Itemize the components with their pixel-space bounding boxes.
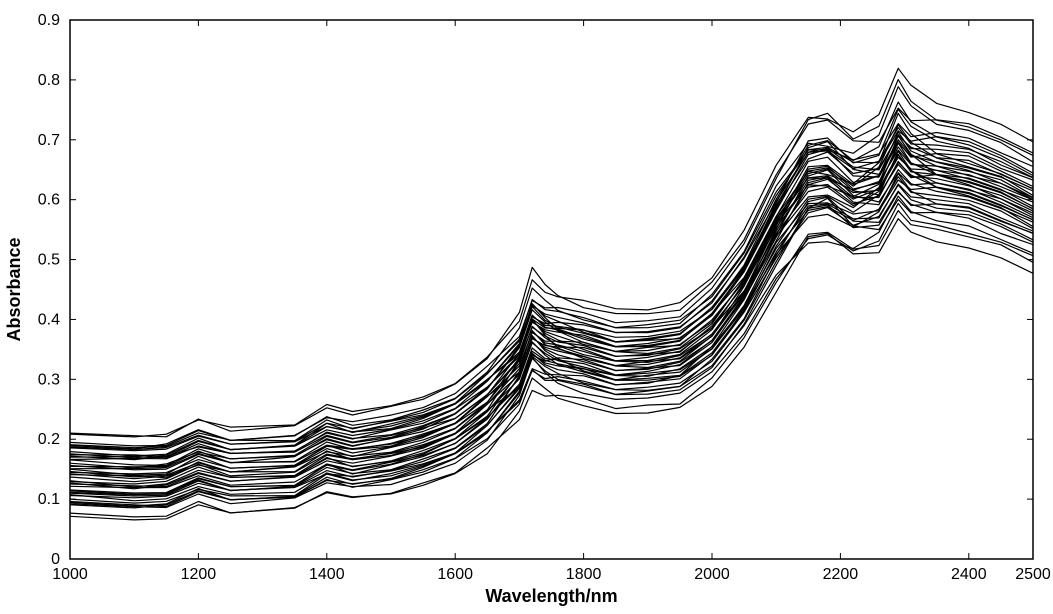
y-tick-label: 0.4 (38, 311, 60, 328)
x-tick-label: 2400 (951, 566, 987, 583)
y-tick-label: 0.2 (38, 431, 60, 448)
x-tick-label: 1800 (566, 566, 602, 583)
y-tick-label: 0.8 (38, 72, 60, 89)
y-tick-label: 0.6 (38, 192, 60, 209)
y-tick-label: 0.1 (38, 491, 60, 508)
spectra-chart: 1000 1200 1400 1600 1800 2000 2200 2400 2500 0 0.1… (0, 0, 1053, 614)
y-tick-label: 0.7 (38, 132, 60, 149)
y-axis-label: Absorbance (4, 237, 24, 341)
y-tick-label: 0.3 (38, 371, 60, 388)
x-tick-label: 1400 (309, 566, 345, 583)
x-tick-label: 2200 (823, 566, 859, 583)
x-tick-label: 2000 (694, 566, 730, 583)
y-tick-label: 0 (51, 551, 60, 568)
x-tick-label: 2500 (1015, 566, 1051, 583)
x-tick-label: 1600 (437, 566, 473, 583)
x-axis-label: Wavelength/nm (485, 586, 617, 606)
chart-svg: 1000 1200 1400 1600 1800 2000 2200 2400 2500 0 0.1… (0, 0, 1053, 614)
x-tick-label: 1000 (52, 566, 88, 583)
x-tick-label: 1200 (181, 566, 217, 583)
y-tick-label: 0.9 (38, 12, 60, 29)
y-tick-label: 0.5 (38, 252, 60, 269)
